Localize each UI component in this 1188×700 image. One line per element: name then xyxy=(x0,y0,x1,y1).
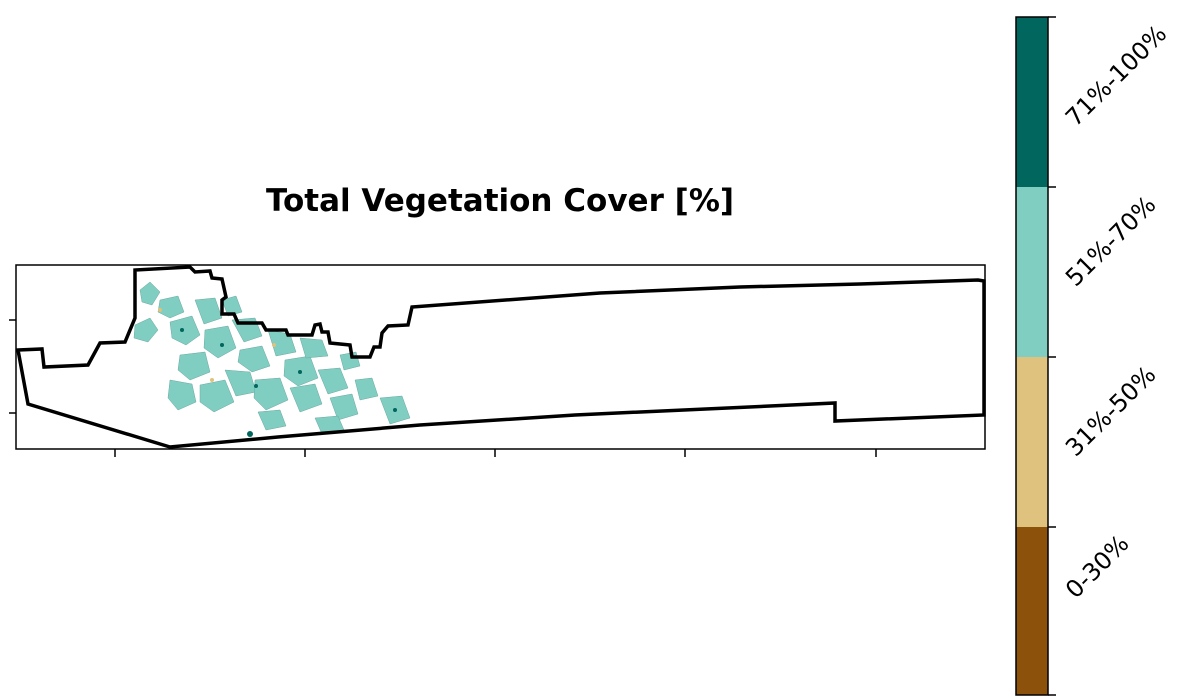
vegetation-cover-patches xyxy=(133,281,411,435)
vegetation-cover-low-spots xyxy=(158,308,276,382)
legend-swatch-71-100 xyxy=(1016,17,1048,187)
legend-colorbar-frame xyxy=(1015,16,1049,696)
legend-swatch-31-50 xyxy=(1016,357,1048,527)
legend-swatch-0-30 xyxy=(1016,527,1048,695)
legend-swatch-51-70 xyxy=(1016,187,1048,357)
axis-ticks xyxy=(9,319,877,457)
legend-colorbar xyxy=(1015,16,1056,696)
legend-ticks xyxy=(1048,16,1056,696)
map-title: Total Vegetation Cover [%] xyxy=(265,183,735,219)
vegetation-cover-highlights xyxy=(180,328,397,437)
study-area-boundary xyxy=(15,265,986,449)
